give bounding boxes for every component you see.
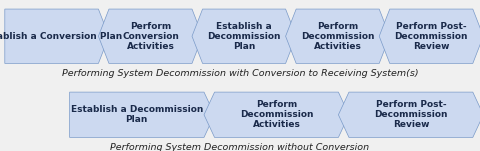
Text: Establish a Decommission
Plan: Establish a Decommission Plan	[71, 105, 203, 124]
Text: Establish a
Decommission
Plan: Establish a Decommission Plan	[207, 22, 281, 51]
Text: Establish a Conversion Plan: Establish a Conversion Plan	[0, 32, 122, 41]
Text: Perform
Decommission
Activities: Perform Decommission Activities	[240, 100, 313, 129]
Text: Performing System Decommission with Conversion to Receiving System(s): Performing System Decommission with Conv…	[62, 69, 418, 79]
Polygon shape	[338, 92, 480, 137]
Text: Perform
Decommission
Activities: Perform Decommission Activities	[301, 22, 374, 51]
Polygon shape	[70, 92, 215, 137]
Text: Performing System Decommission without Conversion: Performing System Decommission without C…	[110, 143, 370, 151]
Polygon shape	[204, 92, 349, 137]
Text: Perform
Conversion
Activities: Perform Conversion Activities	[122, 22, 179, 51]
Polygon shape	[5, 9, 109, 63]
Text: Perform Post-
Decommission
Review: Perform Post- Decommission Review	[374, 100, 448, 129]
Polygon shape	[286, 9, 390, 63]
Text: Perform Post-
Decommission
Review: Perform Post- Decommission Review	[395, 22, 468, 51]
Polygon shape	[379, 9, 480, 63]
Polygon shape	[98, 9, 203, 63]
Polygon shape	[192, 9, 296, 63]
